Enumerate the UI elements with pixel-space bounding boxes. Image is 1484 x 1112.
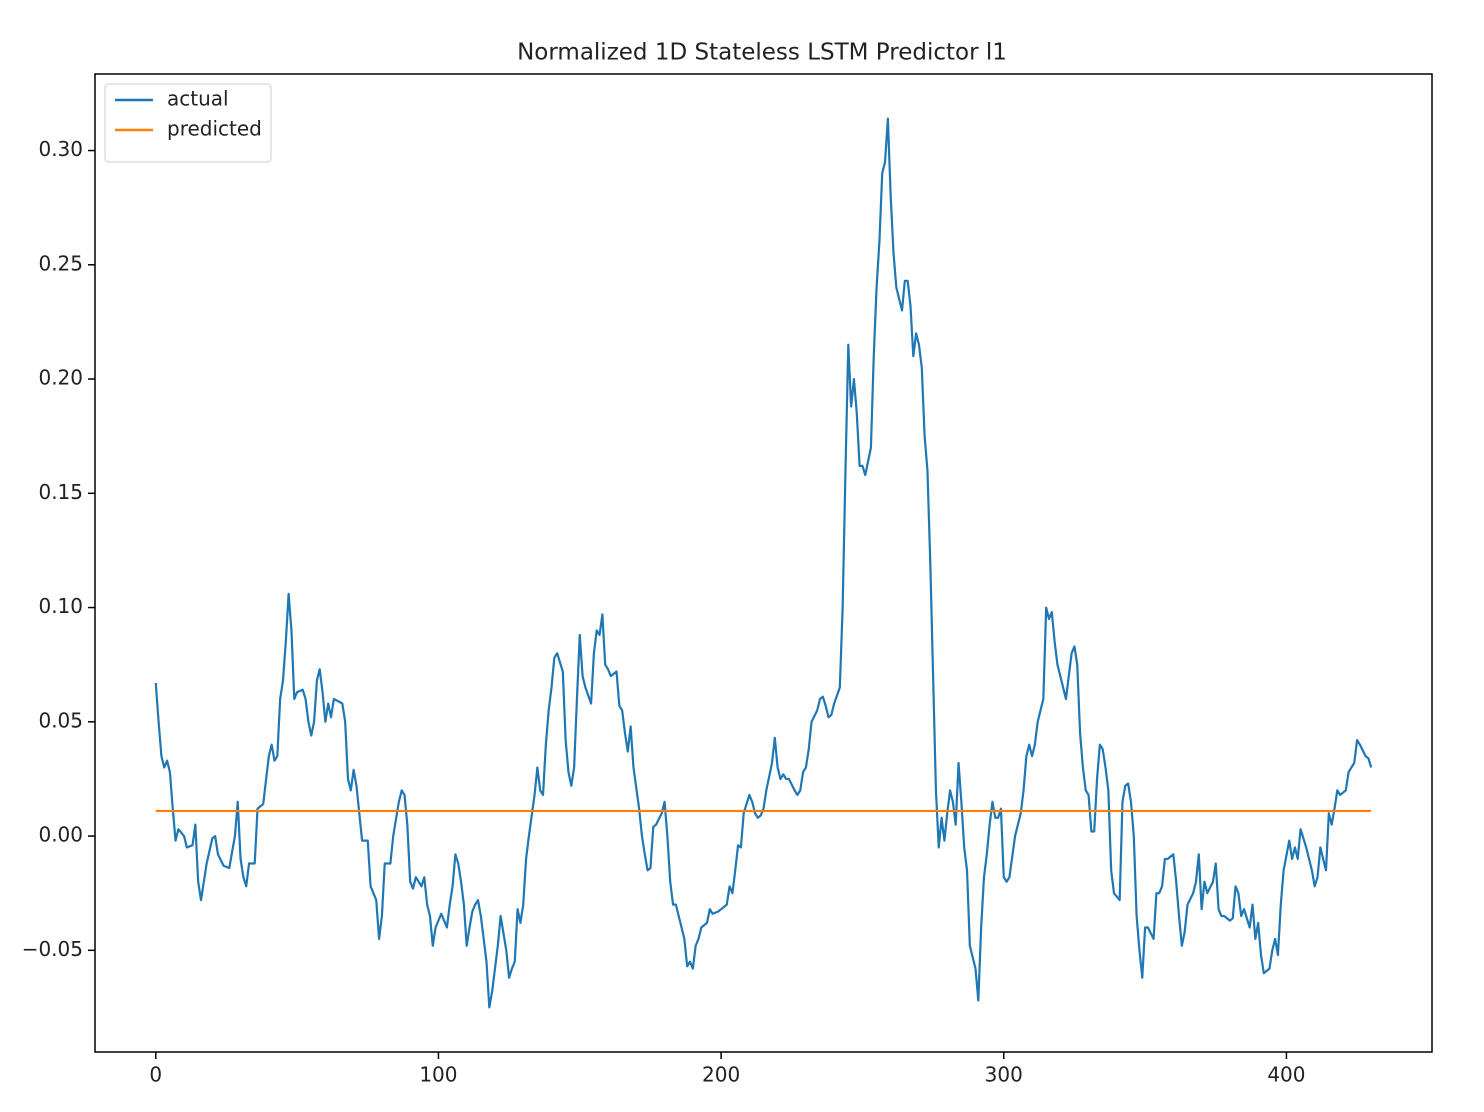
legend-label: predicted <box>167 117 262 141</box>
y-tick-label: 0.30 <box>38 137 83 161</box>
y-tick-label: 0.10 <box>38 594 83 618</box>
y-tick-label: 0.05 <box>38 708 83 732</box>
plot-frame <box>94 73 1433 1053</box>
y-tick-label: 0.25 <box>38 251 83 275</box>
y-tick-label: −0.05 <box>22 937 83 961</box>
x-tick-label: 200 <box>702 1063 740 1087</box>
x-tick-label: 400 <box>1267 1063 1305 1087</box>
y-tick-label: 0.15 <box>38 480 83 504</box>
x-tick-label: 0 <box>149 1063 162 1087</box>
legend-box <box>104 83 272 163</box>
y-tick-label: 0.20 <box>38 366 83 390</box>
x-tick-label: 300 <box>985 1063 1023 1087</box>
legend-label: actual <box>167 87 229 111</box>
chart-title: Normalized 1D Stateless LSTM Predictor l… <box>517 40 1007 66</box>
y-tick-label: 0.00 <box>38 823 83 847</box>
data-line <box>154 117 1373 1009</box>
x-tick-label: 100 <box>419 1063 457 1087</box>
